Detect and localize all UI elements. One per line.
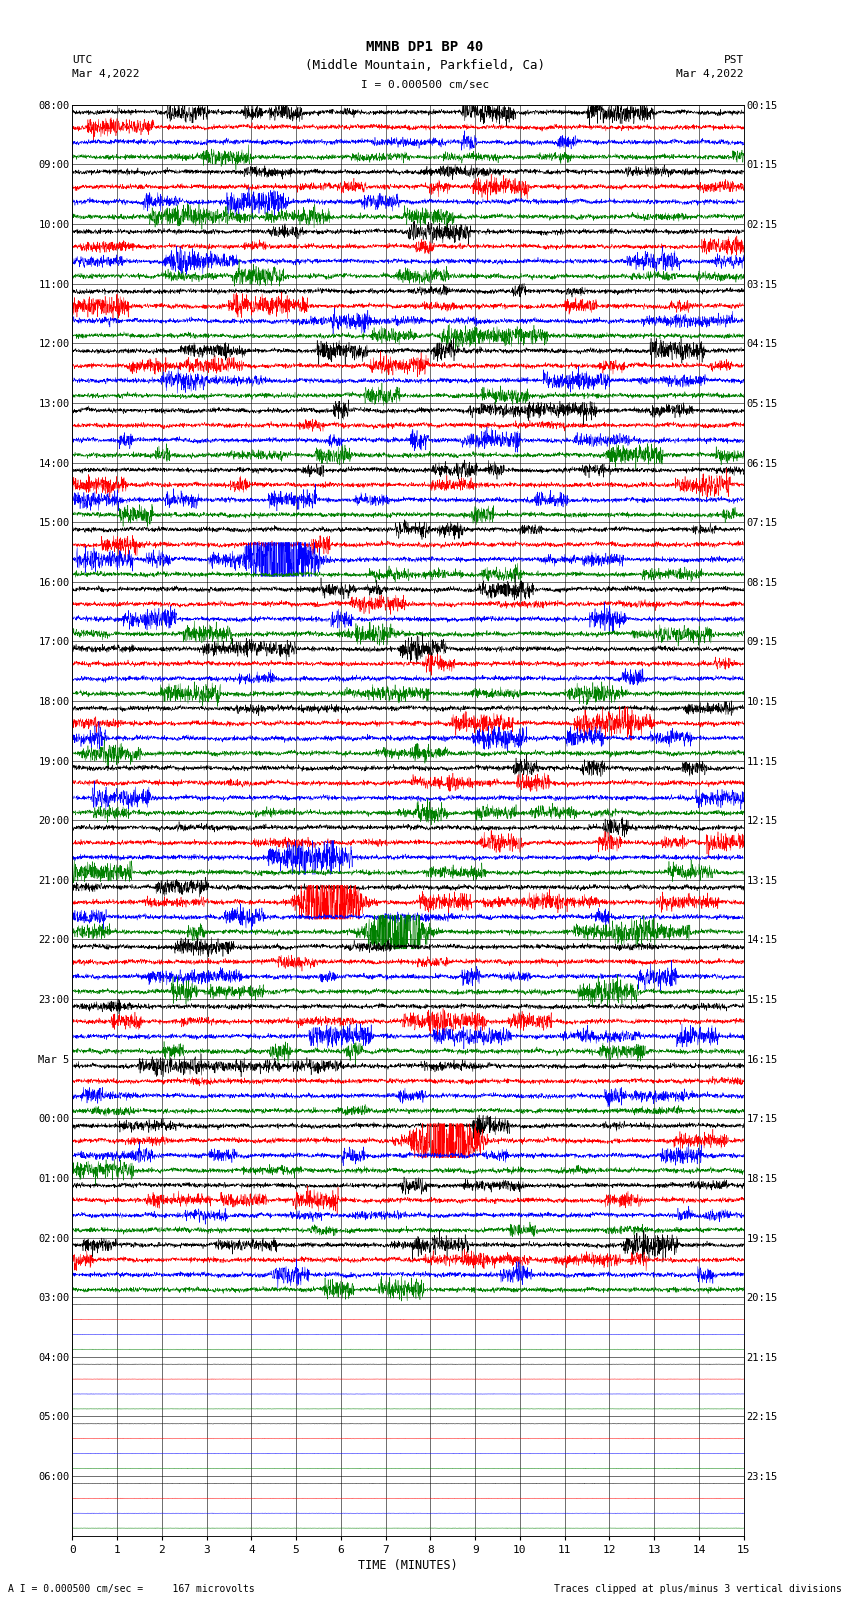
X-axis label: TIME (MINUTES): TIME (MINUTES): [358, 1558, 458, 1571]
Text: (Middle Mountain, Parkfield, Ca): (Middle Mountain, Parkfield, Ca): [305, 58, 545, 71]
Text: A I = 0.000500 cm/sec =     167 microvolts: A I = 0.000500 cm/sec = 167 microvolts: [8, 1584, 255, 1594]
Text: Traces clipped at plus/minus 3 vertical divisions: Traces clipped at plus/minus 3 vertical …: [553, 1584, 842, 1594]
Text: UTC: UTC: [72, 55, 93, 65]
Text: I = 0.000500 cm/sec: I = 0.000500 cm/sec: [361, 81, 489, 90]
Text: PST: PST: [723, 55, 744, 65]
Text: Mar 4,2022: Mar 4,2022: [677, 69, 744, 79]
Text: Mar 4,2022: Mar 4,2022: [72, 69, 139, 79]
Text: MMNB DP1 BP 40: MMNB DP1 BP 40: [366, 40, 484, 53]
